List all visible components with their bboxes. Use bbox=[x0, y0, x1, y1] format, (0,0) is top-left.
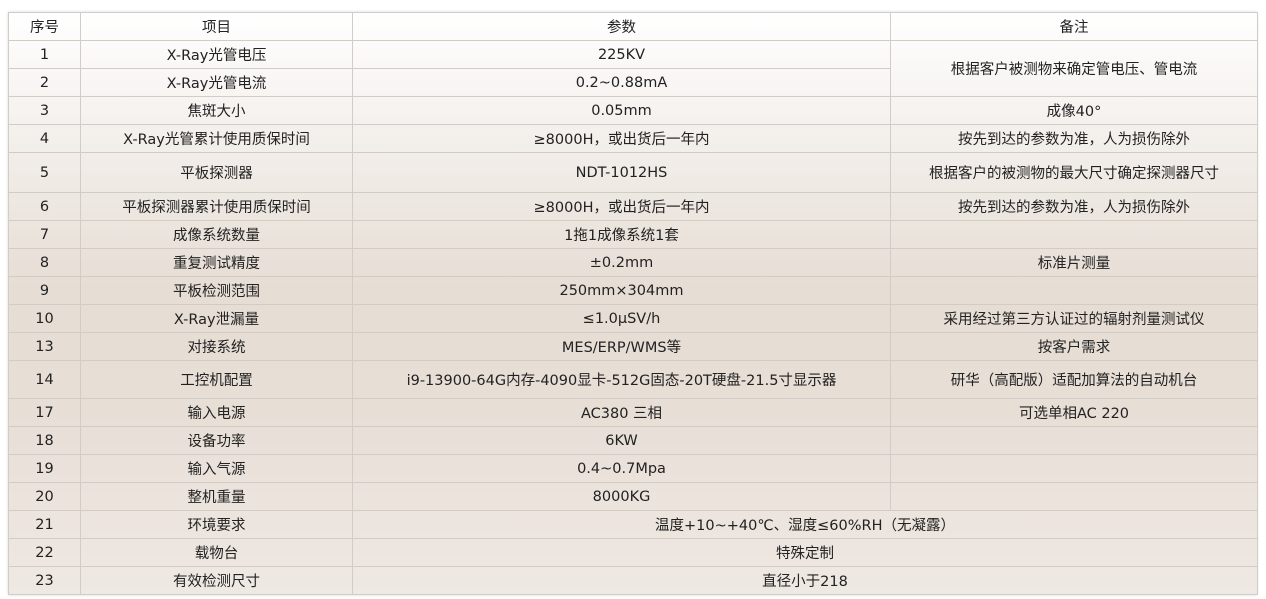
cell-param: ≤1.0μSV/h bbox=[352, 304, 891, 333]
cell-note bbox=[890, 220, 1258, 249]
cell-no: 2 bbox=[8, 68, 81, 97]
cell-no: 18 bbox=[8, 426, 81, 455]
cell-no: 3 bbox=[8, 96, 81, 125]
cell-note: 采用经过第三方认证过的辐射剂量测试仪 bbox=[890, 304, 1258, 333]
table-header-row: 序号 项目 参数 备注 bbox=[8, 12, 1258, 41]
table-row: 3 焦斑大小 0.05mm 成像40° bbox=[8, 96, 1258, 125]
cell-no: 20 bbox=[8, 482, 81, 511]
cell-no: 5 bbox=[8, 152, 81, 193]
header-note: 备注 bbox=[890, 12, 1258, 41]
cell-item: 焦斑大小 bbox=[80, 96, 353, 125]
table-row: 13 对接系统 MES/ERP/WMS等 按客户需求 bbox=[8, 332, 1258, 361]
cell-param: 1拖1成像系统1套 bbox=[352, 220, 891, 249]
cell-item: X-Ray泄漏量 bbox=[80, 304, 353, 333]
cell-no: 22 bbox=[8, 538, 81, 567]
cell-no: 8 bbox=[8, 248, 81, 277]
cell-no: 21 bbox=[8, 510, 81, 539]
cell-param: ≥8000H，或出货后一年内 bbox=[352, 124, 891, 153]
cell-item: 工控机配置 bbox=[80, 360, 353, 399]
table-row: 8 重复测试精度 ±0.2mm 标准片测量 bbox=[8, 248, 1258, 277]
cell-no: 1 bbox=[8, 40, 81, 69]
cell-item: 输入电源 bbox=[80, 398, 353, 427]
cell-note: 按先到达的参数为准，人为损伤除外 bbox=[890, 124, 1258, 153]
cell-note: 成像40° bbox=[890, 96, 1258, 125]
cell-item: 平板检测范围 bbox=[80, 276, 353, 305]
cell-param: MES/ERP/WMS等 bbox=[352, 332, 891, 361]
cell-param: ≥8000H，或出货后一年内 bbox=[352, 192, 891, 221]
table-row: 9 平板检测范围 250mm×304mm bbox=[8, 276, 1258, 305]
header-no: 序号 bbox=[8, 12, 81, 41]
cell-no: 6 bbox=[8, 192, 81, 221]
header-param: 参数 bbox=[352, 12, 891, 41]
cell-param: 0.05mm bbox=[352, 96, 891, 125]
table-row: 10 X-Ray泄漏量 ≤1.0μSV/h 采用经过第三方认证过的辐射剂量测试仪 bbox=[8, 304, 1258, 333]
cell-param: 0.2~0.88mA bbox=[352, 68, 891, 97]
cell-item: 平板探测器 bbox=[80, 152, 353, 193]
table-row: 22 载物台 特殊定制 bbox=[8, 538, 1258, 567]
cell-no: 14 bbox=[8, 360, 81, 399]
cell-no: 13 bbox=[8, 332, 81, 361]
cell-item: 输入气源 bbox=[80, 454, 353, 483]
cell-item: X-Ray光管电流 bbox=[80, 68, 353, 97]
table-row: 19 输入气源 0.4~0.7Mpa bbox=[8, 454, 1258, 483]
table-row: 18 设备功率 6KW bbox=[8, 426, 1258, 455]
cell-note: 根据客户被测物来确定管电压、管电流 bbox=[890, 40, 1258, 97]
table-row: 7 成像系统数量 1拖1成像系统1套 bbox=[8, 220, 1258, 249]
cell-param: ±0.2mm bbox=[352, 248, 891, 277]
header-item: 项目 bbox=[80, 12, 353, 41]
cell-param: 250mm×304mm bbox=[352, 276, 891, 305]
cell-item: 整机重量 bbox=[80, 482, 353, 511]
table-row: 5 平板探测器 NDT-1012HS 根据客户的被测物的最大尺寸确定探测器尺寸 bbox=[8, 152, 1258, 193]
cell-note bbox=[890, 482, 1258, 511]
cell-item: X-Ray光管电压 bbox=[80, 40, 353, 69]
cell-param: 225KV bbox=[352, 40, 891, 69]
cell-param: AC380 三相 bbox=[352, 398, 891, 427]
cell-param: 0.4~0.7Mpa bbox=[352, 454, 891, 483]
table-row: 17 输入电源 AC380 三相 可选单相AC 220 bbox=[8, 398, 1258, 427]
table-row: 4 X-Ray光管累计使用质保时间 ≥8000H，或出货后一年内 按先到达的参数为准，… bbox=[8, 124, 1258, 153]
cell-item: 环境要求 bbox=[80, 510, 353, 539]
cell-note: 按客户需求 bbox=[890, 332, 1258, 361]
table-row: 1 X-Ray光管电压 225KV 根据客户被测物来确定管电压、管电流 bbox=[8, 40, 1258, 97]
cell-note: 根据客户的被测物的最大尺寸确定探测器尺寸 bbox=[890, 152, 1258, 193]
spec-table-container: 序号 项目 参数 备注 1 X-Ray光管电压 225KV 根据客户被测物来确定管电压… bbox=[8, 12, 1258, 595]
cell-item: 平板探测器累计使用质保时间 bbox=[80, 192, 353, 221]
cell-item: 有效检测尺寸 bbox=[80, 566, 353, 595]
cell-no: 17 bbox=[8, 398, 81, 427]
cell-param: 特殊定制 bbox=[352, 538, 1258, 567]
table-row: 14 工控机配置 i9-13900-64G内存-4090显卡-512G固态-20T硬… bbox=[8, 360, 1258, 399]
cell-note bbox=[890, 276, 1258, 305]
cell-no: 23 bbox=[8, 566, 81, 595]
cell-item: 成像系统数量 bbox=[80, 220, 353, 249]
cell-param: NDT-1012HS bbox=[352, 152, 891, 193]
cell-param: 6KW bbox=[352, 426, 891, 455]
cell-param: 温度+10~+40℃、湿度≤60%RH（无凝露） bbox=[352, 510, 1258, 539]
cell-no: 19 bbox=[8, 454, 81, 483]
cell-note: 可选单相AC 220 bbox=[890, 398, 1258, 427]
cell-note bbox=[890, 454, 1258, 483]
cell-item: 重复测试精度 bbox=[80, 248, 353, 277]
cell-note: 按先到达的参数为准，人为损伤除外 bbox=[890, 192, 1258, 221]
cell-item: 设备功率 bbox=[80, 426, 353, 455]
cell-note bbox=[890, 426, 1258, 455]
spec-table: 序号 项目 参数 备注 1 X-Ray光管电压 225KV 根据客户被测物来确定管电压… bbox=[8, 12, 1258, 595]
table-row: 20 整机重量 8000KG bbox=[8, 482, 1258, 511]
cell-no: 4 bbox=[8, 124, 81, 153]
cell-param: 8000KG bbox=[352, 482, 891, 511]
table-row: 2 X-Ray光管电流 0.2~0.88mA bbox=[8, 68, 1258, 97]
cell-no: 9 bbox=[8, 276, 81, 305]
cell-item: X-Ray光管累计使用质保时间 bbox=[80, 124, 353, 153]
cell-note: 标准片测量 bbox=[890, 248, 1258, 277]
cell-note: 研华（高配版）适配加算法的自动机台 bbox=[890, 360, 1258, 399]
cell-no: 10 bbox=[8, 304, 81, 333]
table-row: 23 有效检测尺寸 直径小于218 bbox=[8, 566, 1258, 595]
cell-item: 载物台 bbox=[80, 538, 353, 567]
cell-param: i9-13900-64G内存-4090显卡-512G固态-20T硬盘-21.5寸… bbox=[352, 360, 891, 399]
table-row: 21 环境要求 温度+10~+40℃、湿度≤60%RH（无凝露） bbox=[8, 510, 1258, 539]
table-row: 6 平板探测器累计使用质保时间 ≥8000H，或出货后一年内 按先到达的参数为准，人为… bbox=[8, 192, 1258, 221]
cell-item: 对接系统 bbox=[80, 332, 353, 361]
cell-no: 7 bbox=[8, 220, 81, 249]
cell-param: 直径小于218 bbox=[352, 566, 1258, 595]
